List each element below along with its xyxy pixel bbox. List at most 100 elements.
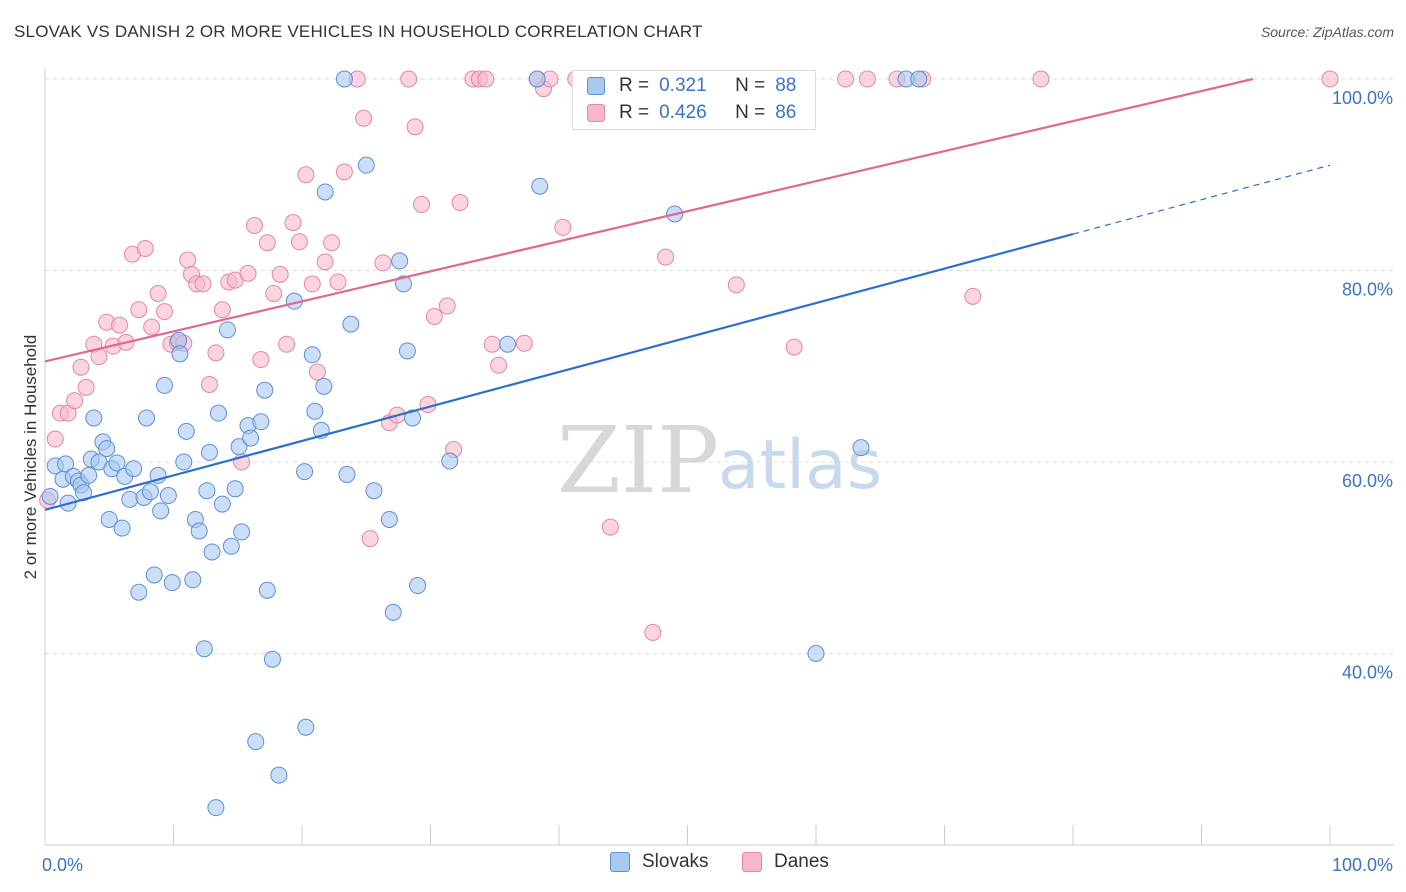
slovak-point: [297, 718, 315, 736]
tick-labels: 40.0% 60.0% 80.0% 100.0% 0.0% 100.0%: [42, 88, 1393, 875]
slovak-point: [357, 156, 375, 174]
dane-point: [271, 265, 289, 283]
dane-point: [406, 118, 424, 136]
y-tick-label: 40.0%: [1342, 663, 1393, 683]
slovak-point: [213, 495, 231, 513]
slovaks-legend-swatch: [610, 852, 630, 872]
dane-point: [355, 109, 373, 127]
dane-point: [200, 375, 218, 393]
slovak-point: [226, 480, 244, 498]
trend-lines: [44, 77, 1331, 511]
dane-point: [46, 430, 64, 448]
danes-trend-line: [44, 77, 1254, 363]
slovak-point: [130, 583, 148, 601]
axes: [44, 68, 1394, 846]
slovak-point: [171, 345, 189, 363]
slovak-point: [163, 574, 181, 592]
slovak-point: [159, 487, 177, 505]
slovak-point: [195, 640, 213, 658]
dane-point: [644, 623, 662, 641]
slovak-point: [145, 566, 163, 584]
dane-point: [156, 303, 174, 321]
dane-point: [554, 218, 572, 236]
slovak-point: [315, 377, 333, 395]
slovak-point: [303, 346, 321, 364]
slovak-point: [222, 537, 240, 555]
dane-point: [239, 264, 257, 282]
slovak-point: [85, 409, 103, 427]
dane-point: [964, 287, 982, 305]
slovaks-trend-extension: [1072, 164, 1331, 235]
slovak-point: [528, 70, 546, 88]
dane-point: [413, 195, 431, 213]
dane-point: [72, 358, 90, 376]
slovak-point: [138, 409, 156, 427]
slovak-point: [296, 463, 314, 481]
dane-point: [284, 214, 302, 232]
dane-point: [477, 70, 495, 88]
slovak-point: [807, 645, 825, 662]
dane-point: [316, 253, 334, 271]
slovak-point: [41, 487, 59, 505]
slovak-point: [230, 438, 248, 456]
dane-point: [111, 316, 129, 334]
slovak-point: [203, 543, 221, 561]
dane-point: [657, 248, 675, 266]
dane-point: [297, 166, 315, 184]
dane-point: [77, 378, 95, 396]
r-label: R =: [619, 102, 650, 123]
dane-point: [425, 307, 443, 325]
slovak-point: [98, 440, 116, 458]
slovak-point: [258, 581, 276, 599]
slovaks-points: [41, 70, 928, 817]
slovaks-legend-label: Slovaks: [642, 851, 709, 872]
slovak-point: [108, 454, 126, 472]
source-label: Source: ZipAtlas.com: [1260, 24, 1394, 40]
slovak-point: [499, 335, 517, 353]
slovak-point: [113, 519, 131, 537]
dane-point: [66, 392, 84, 410]
slovak-point: [409, 577, 427, 595]
dane-point: [149, 284, 167, 302]
slovak-point: [910, 70, 928, 88]
slovak-point: [233, 523, 251, 541]
bottom-legend-danes: Danes: [742, 851, 829, 873]
slovak-point: [100, 510, 118, 528]
chart-title: SLOVAK VS DANISH 2 OR MORE VEHICLES IN H…: [14, 22, 703, 41]
dane-point: [213, 301, 231, 319]
dane-point: [837, 70, 855, 88]
slovak-point: [398, 342, 416, 360]
dane-point: [323, 234, 341, 252]
y-tick-label: 60.0%: [1342, 471, 1393, 491]
slovaks-trend-line: [44, 233, 1074, 511]
y-tick-label: 100.0%: [1332, 88, 1393, 108]
dane-point: [1321, 70, 1339, 88]
dane-point: [278, 335, 296, 353]
slovak-point: [391, 252, 409, 270]
slovak-point: [177, 422, 195, 440]
watermark: ZIP atlas: [557, 407, 882, 514]
slovak-point: [256, 381, 274, 399]
danes-swatch: [587, 104, 605, 122]
slovak-point: [365, 482, 383, 500]
dane-point: [136, 239, 154, 257]
dane-point: [727, 276, 745, 294]
slovak-point: [395, 275, 413, 293]
dane-point: [490, 356, 508, 374]
watermark-atlas: atlas: [718, 426, 882, 505]
slovak-point: [242, 429, 260, 447]
legend-row-danes: R = 0.426 N = 86: [587, 100, 796, 126]
slovak-point: [218, 321, 236, 339]
dane-point: [308, 363, 326, 381]
slovaks-r-value: 0.321: [659, 75, 707, 96]
danes-n-value: 86: [775, 102, 797, 123]
n-label: N =: [735, 102, 766, 123]
slovak-point: [380, 510, 398, 528]
y-tick-label: 80.0%: [1342, 280, 1393, 300]
slovak-point: [200, 443, 218, 461]
slovak-point: [252, 413, 270, 431]
slovak-point: [152, 502, 170, 520]
dane-point: [194, 275, 212, 293]
slovaks-swatch: [587, 77, 605, 95]
